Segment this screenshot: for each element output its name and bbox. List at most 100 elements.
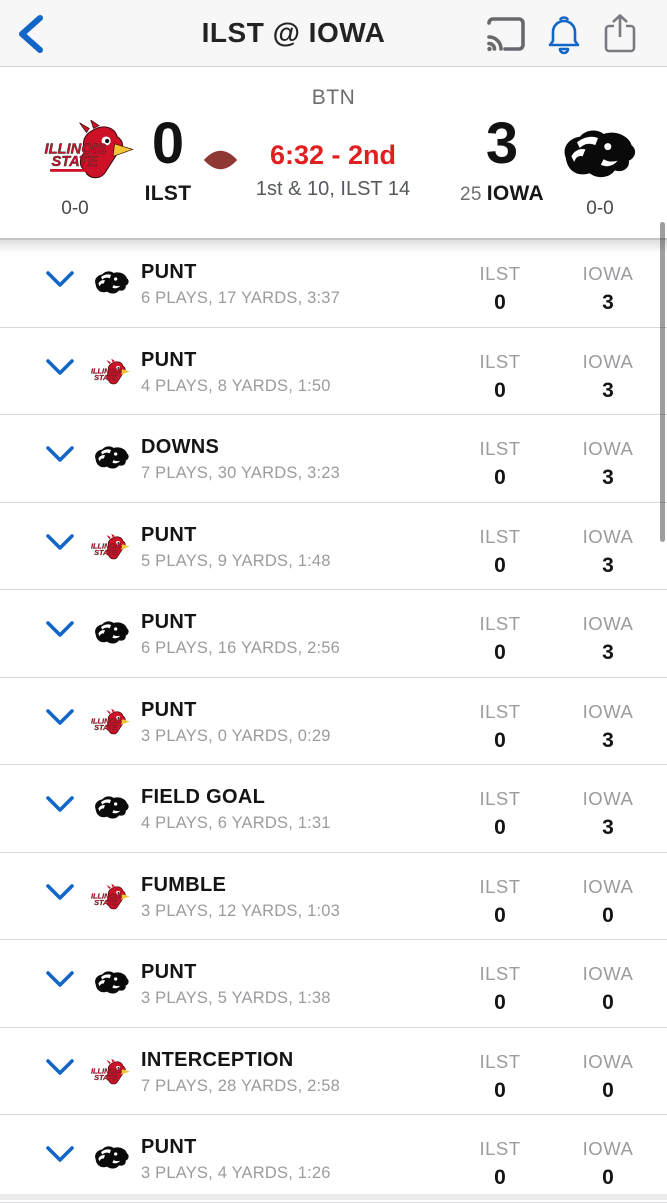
drive-result: PUNT: [141, 961, 197, 983]
home-score: 0: [602, 903, 614, 927]
away-score-column: ILST 0: [455, 263, 545, 315]
away-score-column: ILST 0: [455, 438, 545, 490]
home-column-header: IOWA: [582, 963, 634, 984]
home-score: 3: [485, 111, 519, 176]
drive-result: DOWNS: [141, 436, 220, 458]
drive-summary: PUNT 6 PLAYS, 16 YARDS, 2:56: [141, 611, 367, 658]
drive-summary: PUNT 3 PLAYS, 5 YARDS, 1:38: [141, 961, 367, 1008]
cast-icon: [487, 17, 525, 52]
drive-row[interactable]: ILLINOIS STATE PUNT 3 PLAYS, 5 YARDS, 1:…: [0, 940, 667, 1028]
away-column-header: ILST: [479, 350, 521, 372]
drive-result: PUNT: [141, 348, 197, 371]
back-button[interactable]: [12, 11, 52, 57]
drive-row[interactable]: ILLINOIS STATE INTERCEPTION 7 PLAYS, 28 …: [0, 1028, 667, 1115]
drive-row[interactable]: ILLINOIS STATE FIELD GOAL 4 PLAYS, 6 YAR…: [0, 765, 667, 853]
drive-summary: PUNT 3 PLAYS, 4 YARDS, 1:26: [141, 1136, 367, 1183]
game-clock: 6:32 - 2nd: [269, 140, 397, 170]
drive-row[interactable]: ILLINOIS STATE PUNT 4 PLAYS, 8 YARDS, 1:…: [0, 328, 667, 415]
ilst-logo-icon: ILLINOIS STATE: [91, 706, 131, 742]
chevron-down-icon[interactable]: [46, 708, 74, 727]
drive-summary: DOWNS 7 PLAYS, 30 YARDS, 3:23: [141, 436, 367, 483]
drive-row[interactable]: ILLINOIS STATE DOWNS 7 PLAYS, 30 YARDS, …: [0, 415, 667, 503]
drive-detail: 3 PLAYS, 5 YARDS, 1:38: [141, 989, 331, 1007]
away-column-header: ILST: [479, 875, 521, 897]
ilst-logo-text: STATE: [94, 723, 118, 732]
ilst-logo-icon: ILLINOIS STATE: [91, 531, 131, 567]
chevron-down-icon[interactable]: [46, 446, 74, 464]
away-score: 0: [494, 466, 506, 489]
away-record: 0-0: [61, 198, 89, 219]
home-column-header: IOWA: [582, 438, 634, 459]
home-rank: 25: [460, 184, 482, 205]
home-score-column: IOWA 0: [563, 876, 653, 928]
drive-result: PUNT: [141, 523, 197, 546]
drive-row[interactable]: ILLINOIS STATE FUMBLE 3 PLAYS, 12 YARDS,…: [0, 853, 667, 940]
drive-row[interactable]: ILLINOIS STATE PUNT 6 PLAYS, 17 YARDS, 3…: [0, 240, 667, 328]
away-score-column: ILST 0: [455, 1138, 545, 1190]
page-title: ILST @ IOWA: [201, 17, 386, 48]
drive-detail: 3 PLAYS, 4 YARDS, 1:26: [141, 1164, 331, 1182]
chevron-down-icon[interactable]: [46, 1146, 74, 1164]
iowa-logo-icon: [91, 440, 131, 476]
away-abbr: ILST: [144, 182, 192, 205]
away-column-header: ILST: [479, 438, 521, 459]
drive-summary: PUNT 6 PLAYS, 17 YARDS, 3:37: [141, 261, 367, 308]
home-score-column: IOWA 0: [563, 1138, 653, 1190]
drive-detail: 5 PLAYS, 9 YARDS, 1:48: [141, 551, 331, 570]
chevron-down-icon[interactable]: [46, 883, 74, 902]
ilst-logo-text: ILLINOIS: [91, 716, 122, 725]
away-column-header: ILST: [479, 263, 521, 284]
home-score: 3: [602, 641, 614, 664]
home-column-header: IOWA: [582, 525, 634, 547]
away-score: 0: [151, 111, 185, 176]
away-score-column: ILST 0: [455, 788, 545, 840]
away-score-column: ILST 0: [455, 1051, 545, 1103]
away-column-header: ILST: [479, 1050, 521, 1072]
chevron-down-icon[interactable]: [46, 358, 74, 377]
ilst-logo-icon: ILLINOIS STATE: [91, 356, 131, 392]
drive-result: FIELD GOAL: [141, 786, 266, 808]
chevron-down-icon[interactable]: [46, 1058, 74, 1077]
share-button[interactable]: [597, 13, 643, 55]
iowa-team-logo: [556, 126, 640, 184]
home-column-header: IOWA: [582, 613, 634, 634]
home-score: 3: [602, 553, 614, 577]
drive-result: PUNT: [141, 1136, 197, 1158]
drives-list: ILLINOIS STATE PUNT 6 PLAYS, 17 YARDS, 3…: [0, 240, 667, 1203]
away-score: 0: [494, 903, 506, 927]
drive-row[interactable]: ILLINOIS STATE PUNT 3 PLAYS, 4 YARDS, 1:…: [0, 1115, 667, 1203]
scoreboard-divider: [0, 238, 667, 240]
broadcast-network: BTN: [311, 86, 356, 109]
home-score-column: IOWA 0: [563, 963, 653, 1015]
chevron-down-icon[interactable]: [46, 796, 74, 814]
drive-row[interactable]: ILLINOIS STATE PUNT 5 PLAYS, 9 YARDS, 1:…: [0, 503, 667, 590]
ilst-logo-text: ILLINOIS: [91, 891, 122, 900]
chevron-down-icon[interactable]: [46, 533, 74, 552]
chevron-down-icon[interactable]: [46, 271, 74, 289]
drive-result: PUNT: [141, 611, 197, 633]
drive-row[interactable]: ILLINOIS STATE PUNT 3 PLAYS, 0 YARDS, 0:…: [0, 678, 667, 765]
home-abbr-line: 25 IOWA: [437, 182, 567, 206]
ilst-logo-text: STATE: [94, 548, 118, 557]
drive-row[interactable]: ILLINOIS STATE PUNT 6 PLAYS, 16 YARDS, 2…: [0, 590, 667, 678]
home-score: 0: [602, 1166, 614, 1189]
chevron-down-icon[interactable]: [46, 971, 74, 989]
ilst-logo-text: ILLINOIS: [45, 142, 107, 158]
drive-detail: 6 PLAYS, 16 YARDS, 2:56: [141, 639, 341, 657]
home-score: 3: [602, 816, 614, 839]
scroll-indicator[interactable]: [660, 222, 665, 542]
possession-football-icon: [202, 148, 239, 172]
alerts-button[interactable]: [541, 13, 587, 55]
home-score-column: IOWA 3: [563, 263, 653, 315]
home-score: 3: [602, 378, 614, 402]
away-score-column: ILST 0: [455, 351, 545, 403]
away-score: 0: [494, 991, 506, 1014]
drive-detail: 7 PLAYS, 28 YARDS, 2:58: [141, 1076, 341, 1095]
drive-result: PUNT: [141, 698, 197, 721]
app-header: ILST @ IOWA: [0, 0, 667, 67]
chevron-down-icon[interactable]: [46, 621, 74, 639]
share-icon: [604, 14, 636, 53]
cast-button[interactable]: [483, 13, 529, 55]
iowa-logo-icon: [91, 265, 131, 301]
